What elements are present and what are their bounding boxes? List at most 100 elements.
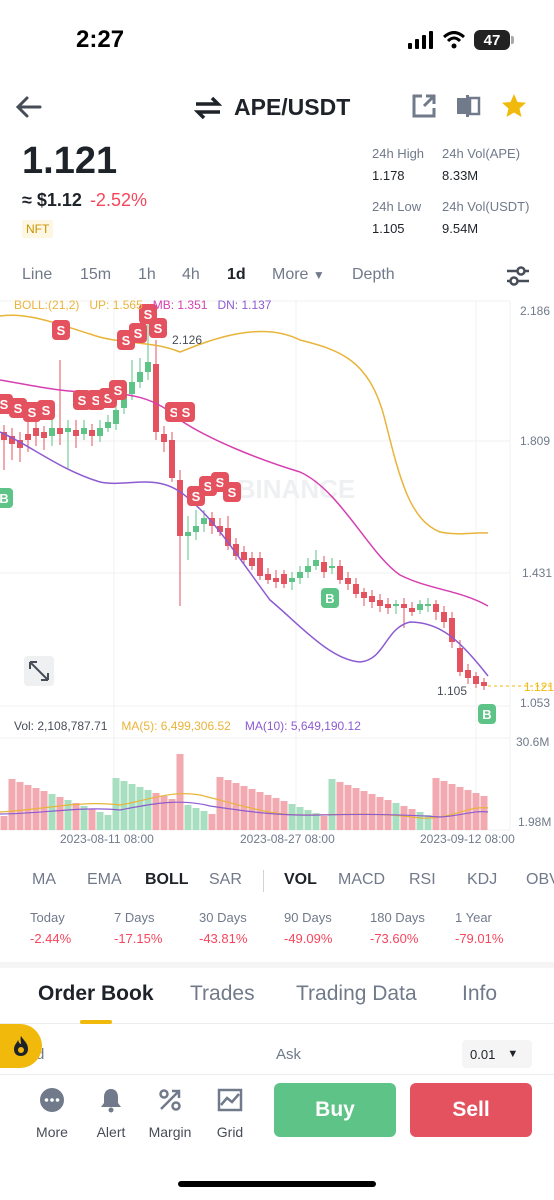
volume-bar (448, 784, 456, 830)
ind-tab-vol[interactable]: VOL (284, 871, 317, 888)
svg-text:S: S (216, 475, 225, 490)
boll-legend: BOLL:(21,2) UP: 1.565 MB: 1.351 DN: 1.13… (14, 298, 271, 312)
candle (297, 566, 303, 584)
tf-more[interactable]: More ▼ (272, 266, 325, 284)
volume-bar (136, 787, 144, 830)
header: APE/USDT (0, 80, 554, 136)
ind-tab-sar[interactable]: SAR (209, 871, 242, 888)
last-price: 1.121 (22, 140, 118, 182)
stat-24h-vol-base: 24h Vol(APE) 8.33M (442, 146, 520, 183)
date-axis-label-1: 2023-08-11 08:00 (60, 832, 154, 846)
volume-bar (368, 794, 376, 830)
volume-bar (472, 793, 480, 830)
chart-settings-icon[interactable] (504, 262, 532, 290)
ind-tab-obv[interactable]: OBV (526, 871, 554, 888)
tf-4h[interactable]: 4h (182, 266, 200, 283)
sell-marker: S (23, 402, 41, 422)
candle (161, 426, 167, 452)
svg-text:B: B (0, 491, 9, 506)
nav-alert[interactable]: Alert (83, 1085, 139, 1140)
candle (193, 510, 199, 540)
candle (353, 578, 359, 598)
favorite-star-icon[interactable] (500, 92, 528, 120)
candle (273, 570, 279, 588)
fire-icon (14, 1036, 28, 1056)
volume-bar (408, 809, 416, 830)
volume-bar (192, 808, 200, 830)
tf-1d[interactable]: 1d (227, 266, 246, 283)
ob-precision-select[interactable]: 0.01 ▼ (462, 1040, 532, 1068)
tf-depth[interactable]: Depth (352, 266, 395, 283)
price-sub: ≈ $1.12 -2.52% (22, 190, 147, 211)
tf-1h[interactable]: 1h (138, 266, 156, 283)
status-icons: 47 (408, 30, 514, 50)
price-usd: ≈ $1.12 (22, 190, 82, 210)
boll-up: UP: 1.565 (89, 298, 143, 312)
buy-button[interactable]: Buy (274, 1083, 396, 1137)
tf-15m[interactable]: 15m (80, 266, 112, 283)
volume-axis-min: 1.98M (518, 815, 551, 829)
floating-fire-button[interactable] (0, 1024, 42, 1068)
price-axis-label-1809: 1.809 (520, 434, 550, 448)
svg-text:S: S (170, 405, 179, 420)
stat-label: 24h High (372, 146, 425, 161)
svg-text:S: S (57, 323, 66, 338)
ind-tab-ma[interactable]: MA (32, 871, 56, 888)
candle (449, 612, 455, 648)
tf-line[interactable]: Line (22, 266, 53, 283)
ind-tab-macd[interactable]: MACD (338, 871, 386, 888)
tab-trading-data[interactable]: Trading Data (296, 982, 417, 1005)
sell-marker: S (9, 398, 27, 418)
candle (145, 320, 151, 380)
candle (65, 420, 71, 468)
svg-text:S: S (0, 397, 9, 412)
boll-mb: MB: 1.351 (152, 298, 208, 312)
candle (433, 600, 439, 620)
tab-order-book[interactable]: Order Book (38, 982, 154, 1005)
volume-bar (424, 815, 432, 830)
nav-margin[interactable]: Margin (142, 1085, 198, 1140)
svg-text:S: S (28, 405, 37, 420)
battery-icon: 47 (474, 30, 514, 50)
tab-info[interactable]: Info (462, 982, 498, 1005)
low-price-marker: 1.105 (437, 684, 467, 698)
perf-value: -2.44% (30, 931, 72, 946)
active-tab-underline (80, 1020, 112, 1024)
candle (169, 432, 175, 482)
volume-bar (72, 803, 80, 830)
svg-text:S: S (154, 321, 163, 336)
ind-tab-boll[interactable]: BOLL (145, 871, 189, 888)
bell-icon (101, 1089, 121, 1113)
nav-more[interactable]: More (24, 1085, 80, 1140)
volume-axis-max: 30.6M (516, 735, 549, 749)
ind-tab-kdj[interactable]: KDJ (467, 871, 498, 888)
fullscreen-icon[interactable] (24, 656, 54, 686)
ind-tab-ema[interactable]: EMA (87, 871, 122, 888)
volume-bar (120, 781, 128, 830)
buy-marker: B (0, 488, 13, 508)
volume-bar (64, 800, 72, 830)
category-tag[interactable]: NFT (22, 220, 54, 238)
candle (249, 552, 255, 570)
volume-bar (184, 805, 192, 830)
ob-precision-value: 0.01 (470, 1046, 496, 1062)
volume-bar (304, 810, 312, 830)
perf-label: 90 Days (284, 910, 332, 925)
volume-bar (240, 786, 248, 830)
svg-text:S: S (134, 326, 143, 341)
stat-value: 1.105 (372, 221, 405, 236)
compare-icon[interactable] (454, 92, 482, 120)
nav-grid[interactable]: Grid (202, 1085, 258, 1140)
share-icon[interactable] (410, 92, 438, 120)
vol-value: Vol: 2,108,787.71 (14, 719, 108, 733)
pair-selector[interactable]: APE/USDT (194, 94, 350, 121)
perf-value: -43.81% (199, 931, 248, 946)
volume-bar (0, 816, 8, 830)
ind-tab-rsi[interactable]: RSI (409, 871, 436, 888)
back-arrow-icon[interactable] (14, 92, 44, 122)
sell-button[interactable]: Sell (410, 1083, 532, 1137)
tab-trades[interactable]: Trades (190, 982, 255, 1005)
perf-value: -49.09% (284, 931, 333, 946)
price-axis-current: 1.121 (524, 680, 554, 694)
